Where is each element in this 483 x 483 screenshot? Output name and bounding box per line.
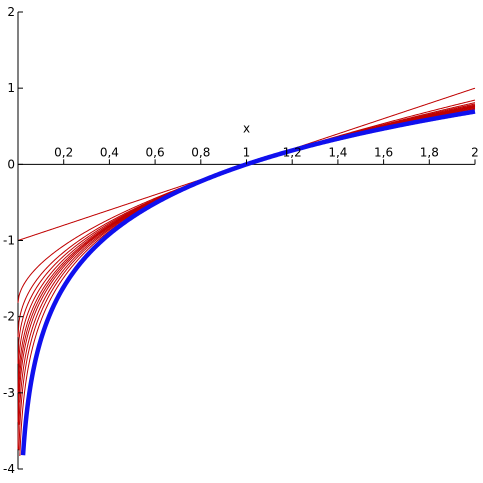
x-tick-label: 0,6: [146, 145, 165, 159]
x-tick-label: 1,6: [374, 145, 393, 159]
x-tick-label: 1,2: [283, 145, 302, 159]
series-power-curve-3: [17, 103, 476, 364]
x-axis-label: x: [243, 121, 250, 135]
x-tick-label: 0,4: [100, 145, 119, 159]
ticks: 0,2 0,4 0,6 0,8 1 1,2 1,4 1,6 1,8 2 2 1 0 -1 -2 -3 -4: [3, 5, 479, 476]
x-tick-label: 1: [243, 145, 251, 159]
curves: [17, 87, 476, 457]
y-tick-label: -3: [3, 386, 15, 400]
series-ln-curve: [20, 109, 476, 456]
y-tick-label: -4: [3, 462, 15, 476]
series-power-curve-10: [19, 109, 476, 457]
x-tick-label: 0,8: [191, 145, 210, 159]
x-tick-label: 2: [471, 145, 479, 159]
x-tick-label: 0,2: [54, 145, 73, 159]
y-tick-label: 1: [7, 81, 15, 95]
y-tick-label: 2: [7, 5, 15, 19]
y-tick-label: 0: [7, 157, 15, 171]
x-tick-label: 1,4: [328, 145, 347, 159]
y-tick-label: -2: [3, 310, 15, 324]
x-tick-label: 1,8: [420, 145, 439, 159]
series-power-curve-2: [17, 102, 476, 338]
y-tick-label: -1: [3, 234, 15, 248]
